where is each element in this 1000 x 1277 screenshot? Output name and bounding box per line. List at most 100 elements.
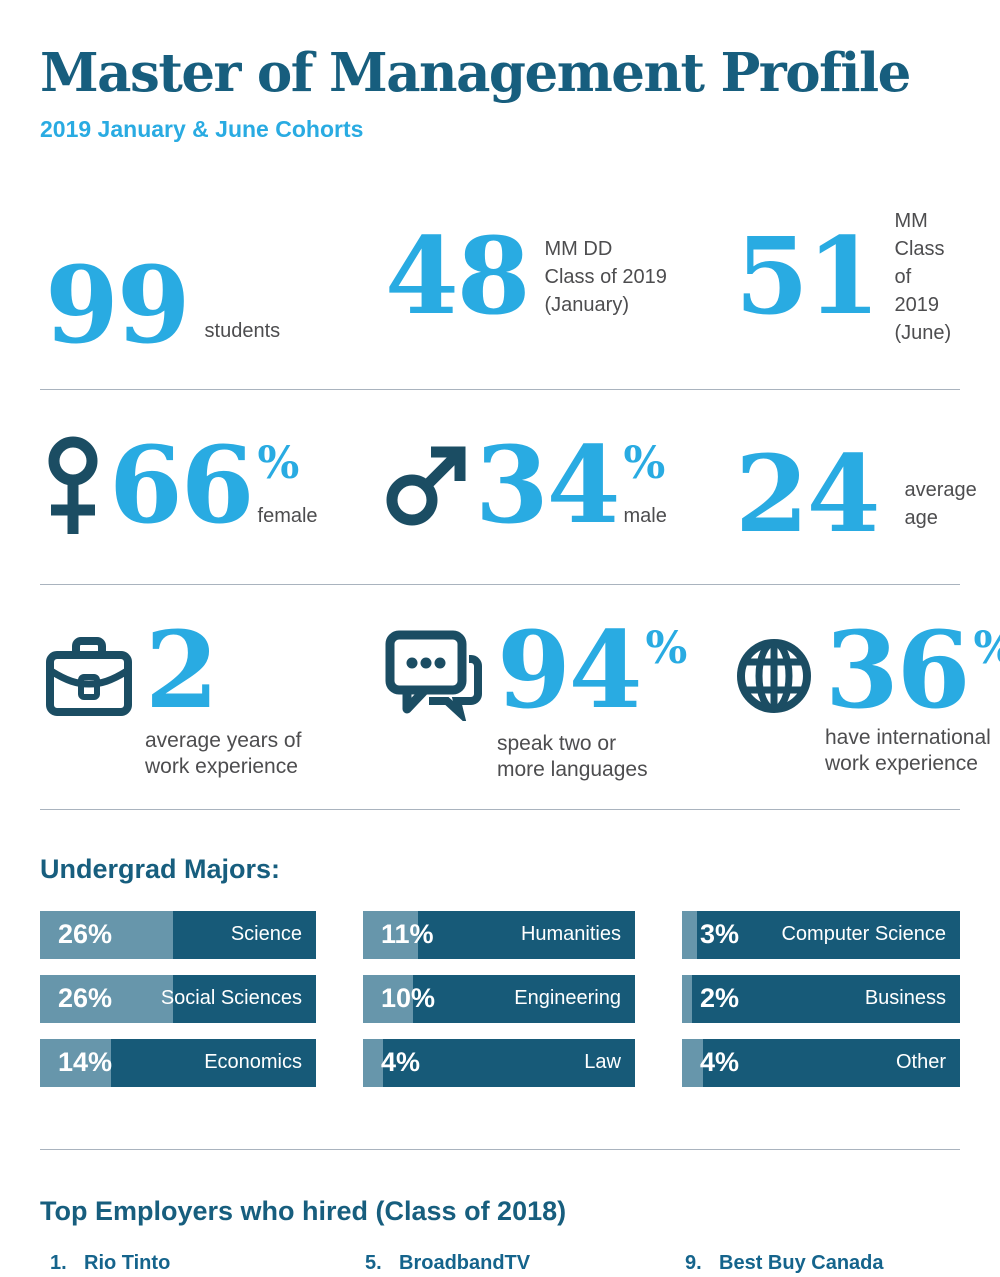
employer-rank: 9. bbox=[685, 1251, 702, 1274]
major-bar: 2% Business bbox=[682, 974, 960, 1023]
major-bar-percent: 4% bbox=[700, 1047, 740, 1078]
stat-june-label-line3: (June) bbox=[894, 321, 952, 344]
stat-languages-suffix-col: % bbox=[645, 622, 688, 723]
major-bar: 3% Computer Science bbox=[682, 910, 960, 959]
employer-rank: 1. bbox=[50, 1251, 67, 1274]
major-bar-label: Engineering bbox=[514, 987, 621, 1010]
stat-international: 36 % have international work experience bbox=[735, 606, 1000, 783]
stat-january-label-line2: Class of 2019 bbox=[544, 265, 667, 288]
employer-item: 5. BroadbandTV bbox=[365, 1251, 685, 1276]
majors-column-1: 26% Science 26% Social Sciences 14% Economics bbox=[40, 910, 316, 1103]
stat-work-experience-caption: average years of work experience bbox=[145, 728, 301, 783]
major-bar-text: 10% Engineering bbox=[363, 975, 635, 1023]
stats-row-experience: 2 average years of work experience bbox=[40, 606, 1000, 783]
majors-column-2: 11% Humanities 10% Engineering 4% Law bbox=[363, 910, 635, 1103]
globe-icon bbox=[735, 637, 813, 715]
briefcase-icon bbox=[45, 632, 133, 718]
stat-students: 99 students bbox=[45, 207, 385, 367]
major-bar-text: 14% Economics bbox=[40, 1039, 316, 1087]
stat-work-experience: 2 average years of work experience bbox=[45, 606, 385, 783]
major-bar-label: Economics bbox=[204, 1051, 302, 1074]
stat-male-suffix-col: % male bbox=[624, 442, 667, 527]
major-bar: 26% Science bbox=[40, 910, 316, 959]
major-bar-fill bbox=[40, 1038, 112, 1087]
major-bar-text: 11% Humanities bbox=[363, 911, 635, 959]
major-bar-label: Social Sciences bbox=[160, 987, 302, 1010]
stat-international-number: 36 % bbox=[825, 606, 1000, 732]
major-bar-fill bbox=[40, 910, 173, 959]
major-bar-text: 26% Social Sciences bbox=[40, 975, 316, 1023]
employers-list: 1.Rio Tinto2.Tesla Vancouver3.PepsiCo4.R… bbox=[40, 1251, 960, 1277]
major-bar-text: 4% Other bbox=[682, 1039, 960, 1087]
stat-international-caption: have international work experience bbox=[825, 725, 1000, 783]
major-bar-text: 4% Law bbox=[363, 1039, 635, 1087]
stat-male: 34 % male bbox=[385, 422, 735, 548]
major-bar: 10% Engineering bbox=[363, 974, 635, 1023]
employers-heading: Top Employers who hired (Class of 2018) bbox=[40, 1195, 567, 1226]
stat-female-number: 66 % female bbox=[109, 432, 318, 538]
caption-line: work experience bbox=[825, 751, 978, 775]
employer-item: 1. Rio Tinto bbox=[50, 1251, 365, 1276]
divider bbox=[40, 808, 960, 810]
major-bar-fill bbox=[682, 910, 698, 959]
major-bar-label: Law bbox=[584, 1051, 621, 1074]
employer-name: BroadbandTV bbox=[399, 1251, 531, 1274]
employer-name: Rio Tinto bbox=[84, 1251, 171, 1274]
majors-bar-chart: 26% Science 26% Social Sciences 14% Economics… bbox=[40, 910, 960, 1103]
employers-column-3: 9.Best Buy Canada10.Spinal Cord Injury B… bbox=[685, 1251, 960, 1277]
stat-female: 66 % female bbox=[45, 432, 385, 538]
major-bar-label: Humanities bbox=[520, 923, 621, 946]
stat-january-cohort: 48 MM DD Class of 2019 (January) bbox=[385, 207, 735, 347]
stat-june-cohort: 51 MM Class of 2019 (June) bbox=[735, 207, 960, 347]
major-bar-percent: 4% bbox=[381, 1047, 421, 1078]
page-title: Master of Management Profile bbox=[40, 42, 911, 104]
stat-male-number: 34 % male bbox=[475, 422, 667, 548]
major-bar-percent: 3% bbox=[700, 919, 740, 950]
major-bar: 14% Economics bbox=[40, 1038, 316, 1087]
stat-average-age-value: 24 bbox=[735, 430, 881, 556]
stat-june-value: 51 bbox=[735, 213, 881, 339]
major-bar-fill bbox=[363, 974, 414, 1023]
stat-june-label: MM Class of 2019 (June) bbox=[895, 207, 960, 347]
male-icon bbox=[385, 445, 467, 527]
major-bar-label: Other bbox=[895, 1051, 946, 1074]
stat-male-value: 34 bbox=[475, 422, 621, 548]
stat-languages-caption: speak two or more languages bbox=[497, 731, 687, 783]
stat-average-age-label: average age bbox=[904, 478, 977, 529]
stat-languages: 94 % speak two or more languages bbox=[385, 606, 735, 783]
stat-female-label: female bbox=[257, 504, 318, 527]
stat-languages-value: 94 bbox=[497, 606, 643, 732]
caption-line: have international bbox=[825, 725, 991, 749]
major-bar-percent: 26% bbox=[58, 919, 113, 950]
stat-work-experience-number: 2 bbox=[145, 606, 301, 732]
employer-name: Best Buy Canada bbox=[719, 1251, 884, 1274]
major-bar-percent: 11% bbox=[381, 919, 434, 950]
stat-average-age: 24 average age bbox=[735, 430, 977, 556]
major-bar: 4% Law bbox=[363, 1038, 635, 1087]
major-bar-percent: 26% bbox=[58, 983, 113, 1014]
major-bar-text: 26% Science bbox=[40, 911, 316, 959]
major-bar-fill bbox=[682, 1038, 703, 1087]
major-bar-fill bbox=[363, 910, 419, 959]
stats-row-cohorts: 99 students 48 MM DD Class of 2019 (Janu… bbox=[40, 207, 960, 367]
major-bar-text: 2% Business bbox=[682, 975, 960, 1023]
major-bar-text: 3% Computer Science bbox=[682, 911, 960, 959]
employer-item: 9. Best Buy Canada bbox=[685, 1251, 960, 1276]
stat-students-value: 99 bbox=[45, 241, 191, 367]
major-bar-label: Computer Science bbox=[781, 923, 946, 946]
stat-work-experience-value: 2 bbox=[145, 606, 219, 732]
major-bar-percent: 10% bbox=[381, 983, 436, 1014]
stat-international-percent-sign: % bbox=[974, 626, 1000, 670]
employers-column-2: 5.BroadbandTV6.L'Oreal7.Global Relay8.Ca… bbox=[365, 1251, 685, 1277]
major-bar-percent: 14% bbox=[58, 1047, 113, 1078]
stat-languages-number: 94 % bbox=[497, 606, 688, 732]
divider bbox=[40, 583, 960, 585]
caption-line: speak two or bbox=[497, 731, 617, 755]
major-bar: 26% Social Sciences bbox=[40, 974, 316, 1023]
page-subtitle: 2019 January & June Cohorts bbox=[40, 115, 364, 142]
stat-june-label-line2: Class of 2019 bbox=[894, 237, 945, 316]
stat-languages-percent-sign: % bbox=[645, 622, 688, 674]
major-bar: 4% Other bbox=[682, 1038, 960, 1087]
stat-international-value: 36 bbox=[825, 606, 971, 732]
